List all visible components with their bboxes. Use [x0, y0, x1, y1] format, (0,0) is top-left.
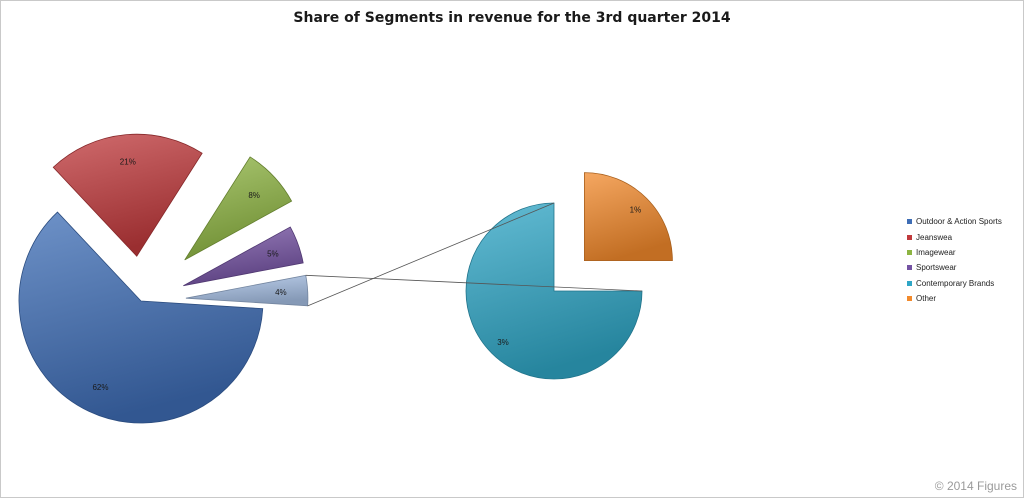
connector-line-upper: [307, 202, 555, 307]
secondary-pie-slice-contemporary-brands: [465, 202, 643, 380]
main-pie-slice-sportswear: [183, 226, 304, 287]
legend-swatch: [907, 249, 912, 255]
secondary-pie-data-label-contemporary-brands: 3%: [497, 338, 509, 347]
secondary-pie-data-label-other: 1%: [630, 206, 642, 215]
main-pie-slice-outdoor-action-sports: [18, 211, 264, 424]
legend-swatch: [907, 265, 912, 271]
legend-label: Imagewear: [916, 247, 956, 257]
legend-swatch: [907, 280, 912, 286]
legend-item-jeanswea: Jeanswea: [907, 229, 1002, 244]
legend-swatch: [907, 296, 912, 302]
legend-item-other: Other: [907, 291, 1002, 306]
main-pie-data-label-jeanswea: 21%: [120, 157, 136, 166]
chart-title: Share of Segments in revenue for the 3rd…: [293, 10, 731, 26]
legend-swatch: [907, 219, 912, 225]
main-pie-slice-jeanswea: [52, 133, 203, 257]
secondary-pie-slice-other: [584, 172, 673, 261]
legend-label: Contemporary Brands: [916, 278, 995, 288]
chart-legend: Outdoor & Action Sports Jeanswea Imagewear…: [907, 214, 1002, 306]
legend-item-sportswear: Sportswear: [907, 260, 1002, 275]
legend-label: Other: [916, 294, 937, 304]
legend-item-contemporary-brands: Contemporary Brands: [907, 276, 1002, 291]
legend-swatch: [907, 234, 912, 240]
main-pie-slice-imagewear: [184, 156, 293, 261]
main-pie-data-label-imagewear: 8%: [248, 191, 260, 200]
legend-label: Jeanswea: [916, 232, 953, 242]
legend-label: Outdoor & Action Sports: [916, 217, 1002, 227]
copyright-footer: © 2014 Figures: [934, 479, 1017, 493]
legend-item-outdoor-action-sports: Outdoor & Action Sports: [907, 214, 1002, 229]
main-pie-data-label-outdoor-action-sports: 62%: [92, 383, 108, 392]
legend-label: Sportswear: [916, 263, 957, 273]
connector-line-lower: [305, 274, 643, 292]
legend-item-imagewear: Imagewear: [907, 245, 1002, 260]
main-pie-data-label-other: 4%: [275, 288, 287, 297]
main-pie-data-label-sportswear: 5%: [267, 250, 279, 259]
